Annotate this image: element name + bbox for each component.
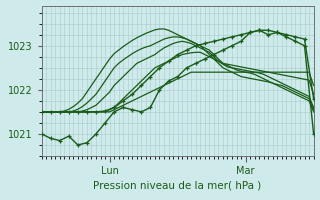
X-axis label: Pression niveau de la mer( hPa ): Pression niveau de la mer( hPa ): [93, 181, 262, 191]
